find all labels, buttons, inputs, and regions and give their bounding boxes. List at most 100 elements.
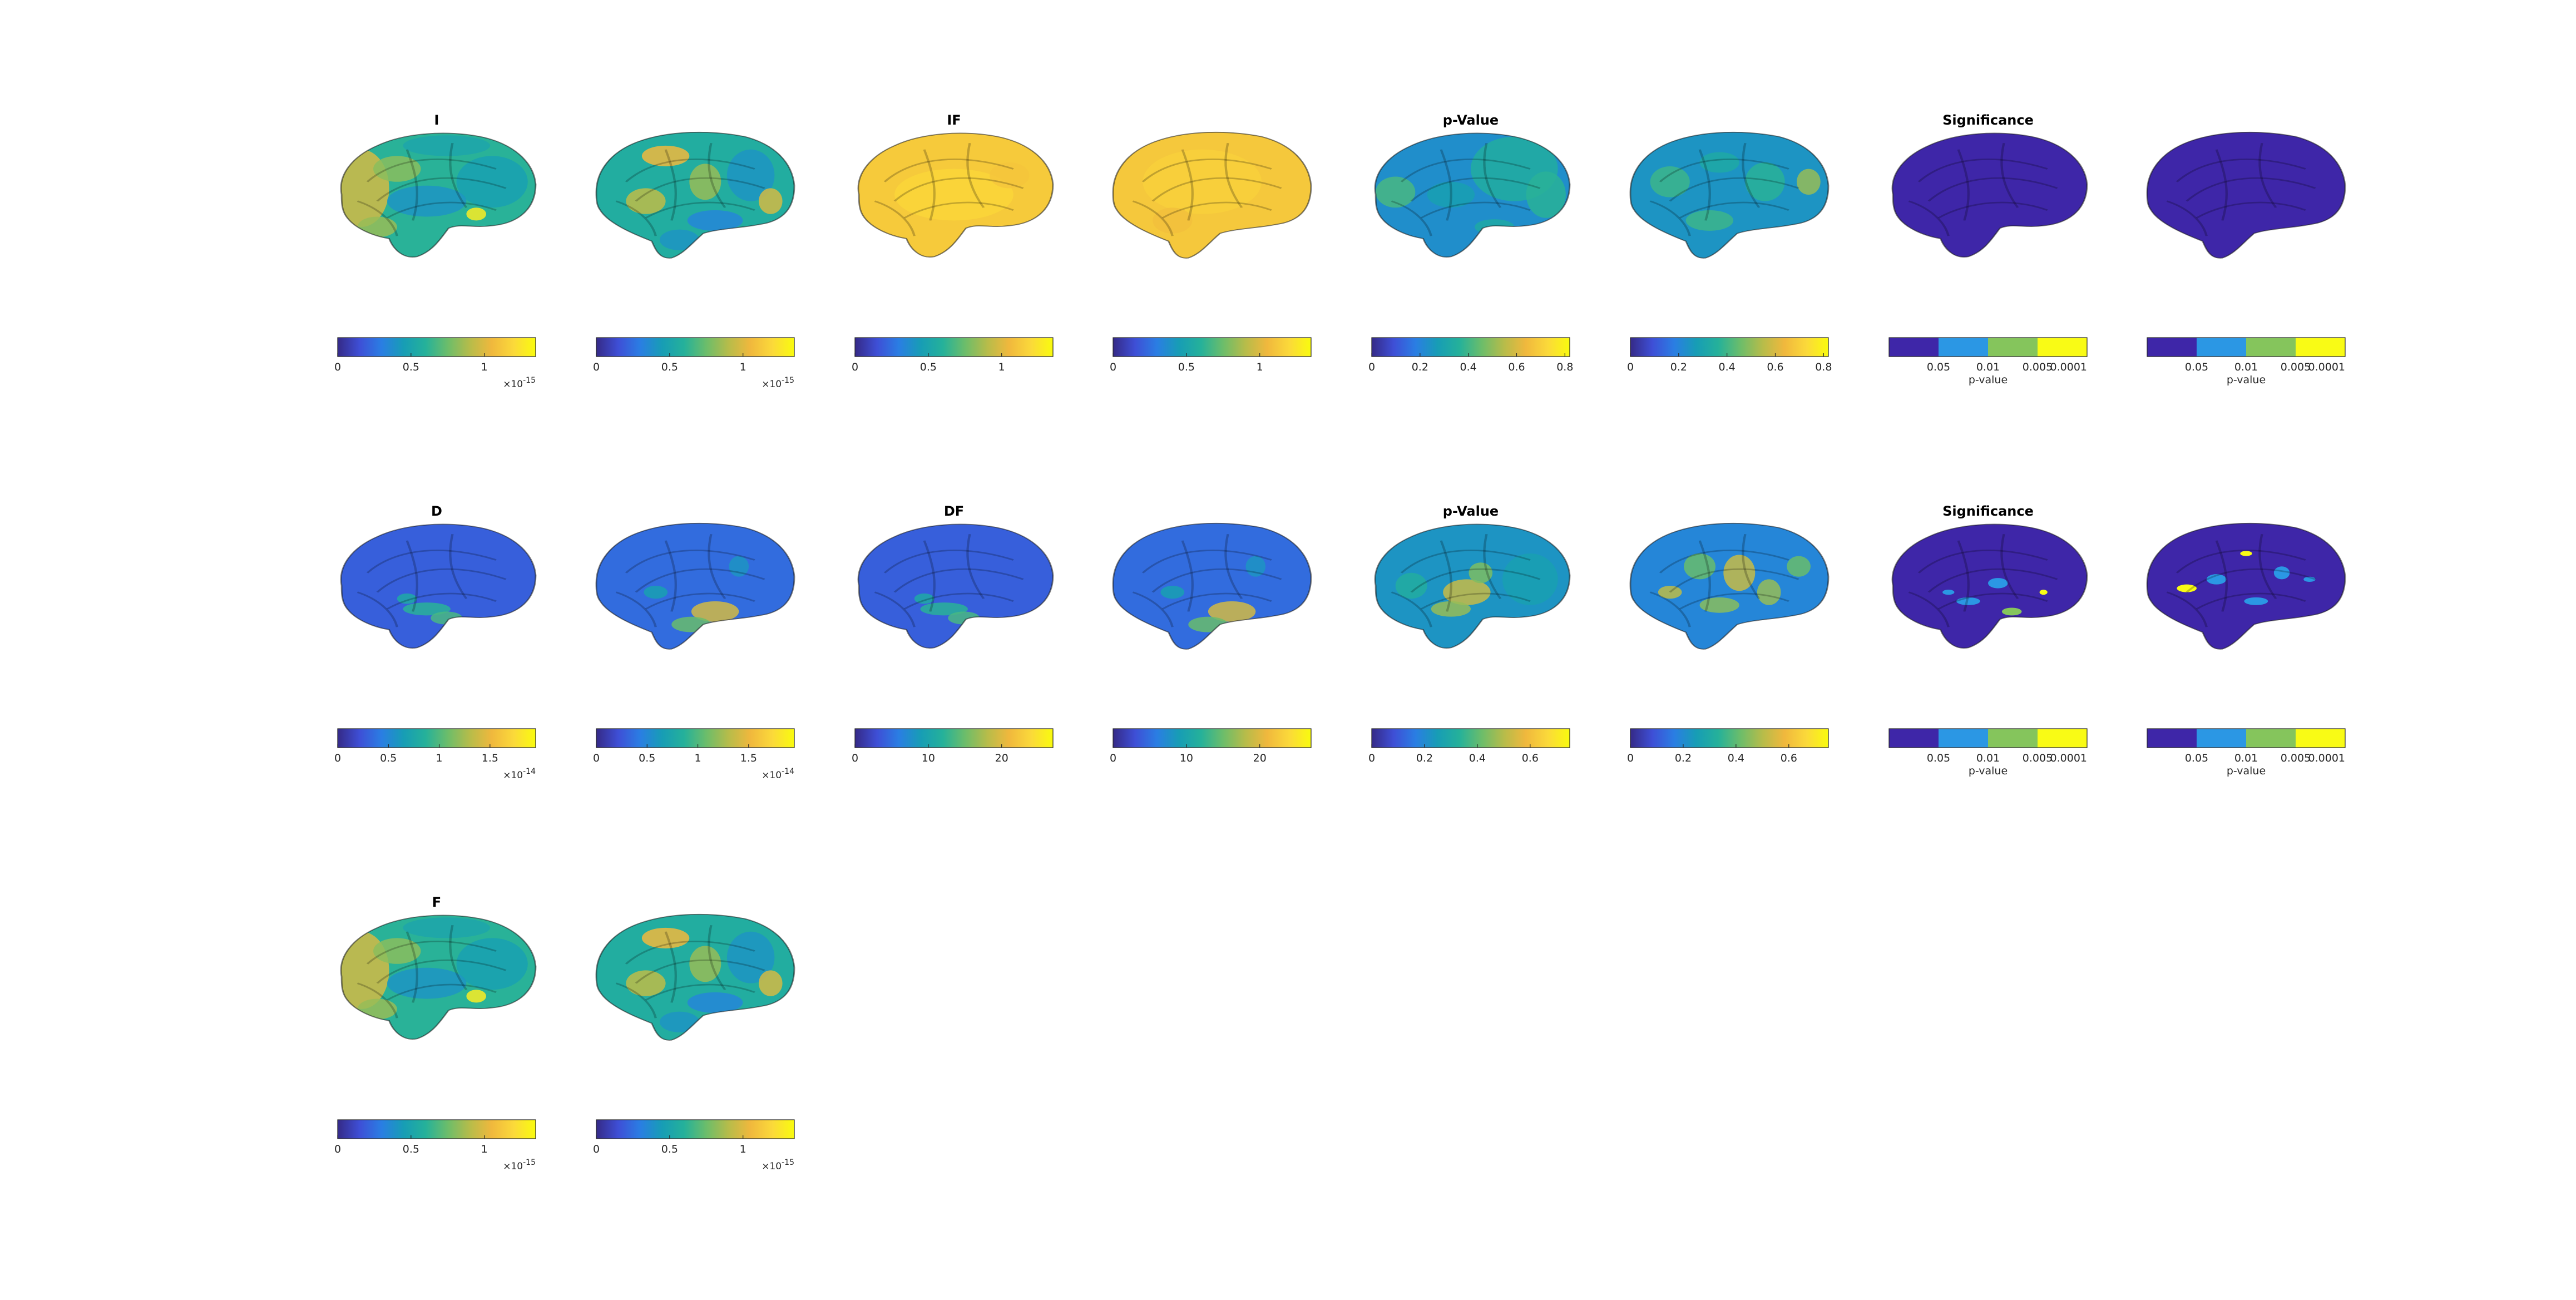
- panel-17: F 0 0.5 1 ×10-15: [334, 894, 537, 1172]
- gyrus-line: [1224, 533, 1243, 599]
- gyrus-line: [366, 158, 497, 182]
- surface-region: [2206, 574, 2227, 585]
- colorbar-exponent: ×10-15: [762, 1158, 794, 1172]
- surface-region: [466, 207, 486, 221]
- gyrus-line: [1917, 549, 2048, 574]
- gyrus-line: [386, 201, 497, 219]
- colorbar-tick-label: 0.2: [1416, 752, 1433, 764]
- colorbar-gradient: [596, 728, 795, 748]
- colorbar-tick-label: 0.5: [639, 752, 655, 764]
- panel-title: p-Value: [1443, 112, 1499, 128]
- colorbar-tick-label: 0.5: [661, 1143, 678, 1155]
- lateral-brain-surface: [595, 522, 795, 650]
- gyrus-line: [1908, 200, 1950, 236]
- colorbar-tick-label: 0: [334, 752, 341, 764]
- panel-3: IF0 0.5 1: [852, 112, 1054, 373]
- lateral-brain-surface: [1112, 522, 1312, 650]
- colorbar: 0 0.2 0.4 0.6: [1627, 728, 1829, 764]
- gyrus-line: [1937, 592, 2048, 610]
- brain-outline: [1112, 131, 1312, 259]
- surface-region: [689, 164, 721, 200]
- surface-region: [1942, 589, 1955, 595]
- gyrus-line: [2196, 592, 2306, 610]
- colorbar-tick-label: 0: [1368, 361, 1375, 373]
- gyrus-line: [1141, 549, 1272, 574]
- colorbar-tick-label: 0: [852, 752, 858, 764]
- colorbar-tick-label: 0: [1110, 361, 1116, 373]
- medial-brain-surface: [1374, 132, 1571, 258]
- colorbar-gradient: [337, 337, 536, 357]
- surface-region: [1797, 169, 1821, 195]
- colorbar-tick-label: 0: [334, 1143, 341, 1155]
- colorbar-tick-label: 0.01: [2234, 361, 2258, 373]
- panel-title: Significance: [1942, 503, 2034, 519]
- colorbar-bin: [2197, 729, 2246, 748]
- colorbar-gradient: [1113, 337, 1312, 357]
- surface-region: [403, 602, 451, 616]
- gyrus-line: [1927, 568, 2058, 593]
- medial-brain-surface: [340, 523, 537, 649]
- colorbar-gradient: [1113, 728, 1312, 748]
- colorbar-bin: [2197, 338, 2246, 357]
- colorbar-gradient: [596, 1119, 795, 1139]
- surface-region: [894, 169, 1013, 221]
- gyrus-line: [376, 177, 507, 202]
- brain-outline: [595, 522, 795, 650]
- colorbar: 0 0.5 1 ×10-15: [334, 337, 536, 390]
- surface-region: [1395, 572, 1427, 599]
- gyrus-line: [2186, 177, 2316, 202]
- medial-brain-surface: [1891, 523, 2088, 649]
- colorbar: 0 0.2 0.4 0.6 0.8: [1627, 337, 1832, 373]
- colorbar-label: p-value: [1969, 374, 2008, 386]
- brain-outline: [340, 523, 537, 649]
- colorbar-tick-label: 0: [1368, 752, 1375, 764]
- gyrus-line: [1908, 591, 1950, 627]
- colorbar-bin: [2147, 338, 2197, 357]
- lateral-brain-surface: [595, 131, 795, 259]
- colorbar-tick-label: 0.4: [1460, 361, 1477, 373]
- surface-region: [456, 938, 528, 990]
- gyrus-line: [1224, 142, 1243, 208]
- gyrus-line: [357, 982, 398, 1019]
- gyrus-line: [376, 568, 507, 593]
- medial-brain-surface: [1374, 523, 1571, 649]
- brain-outline: [857, 523, 1054, 649]
- gyrus-line: [449, 142, 468, 208]
- gyrus-line: [903, 201, 1014, 219]
- colorbar-gradient: [1371, 728, 1570, 748]
- brain-outline: [1374, 132, 1571, 258]
- lateral-brain-surface: [1112, 131, 1312, 259]
- surface-region: [641, 927, 690, 948]
- colorbar-exponent: ×10-14: [762, 767, 794, 781]
- surface-region: [758, 188, 783, 214]
- gyrus-line: [1141, 158, 1272, 182]
- gyrus-line: [1927, 177, 2058, 202]
- gyrus-line: [1698, 540, 1711, 612]
- panel-title: Significance: [1942, 112, 2034, 128]
- surface-region: [1787, 556, 1811, 577]
- colorbar-tick-label: 0.6: [1522, 752, 1539, 764]
- colorbar-tick-label: 0.5: [403, 1143, 419, 1155]
- gyrus-line: [449, 925, 468, 990]
- panel-6: 0 0.2 0.4 0.6 0.8: [1627, 131, 1832, 373]
- lateral-brain-surface: [595, 913, 795, 1041]
- surface-region: [659, 1011, 700, 1032]
- gyrus-line: [1161, 592, 1272, 610]
- colorbar-tick-label: 0.5: [661, 361, 678, 373]
- colorbar-bin: [1939, 729, 1988, 748]
- colorbar-tick-label: 10: [922, 752, 935, 764]
- colorbar-tick-label: 0.0001: [2308, 361, 2345, 373]
- colorbar-tick-label: 0.01: [2234, 752, 2258, 764]
- panel-9: D 0 0.5 1 1.5 ×10-14: [334, 503, 537, 781]
- panel-14: 0 0.2 0.4 0.6: [1627, 522, 1830, 764]
- surface-region: [1658, 586, 1682, 599]
- surface-region: [729, 556, 749, 577]
- surface-region: [1188, 616, 1228, 632]
- gyrus-line: [1742, 533, 1761, 599]
- gyrus-line: [923, 540, 936, 612]
